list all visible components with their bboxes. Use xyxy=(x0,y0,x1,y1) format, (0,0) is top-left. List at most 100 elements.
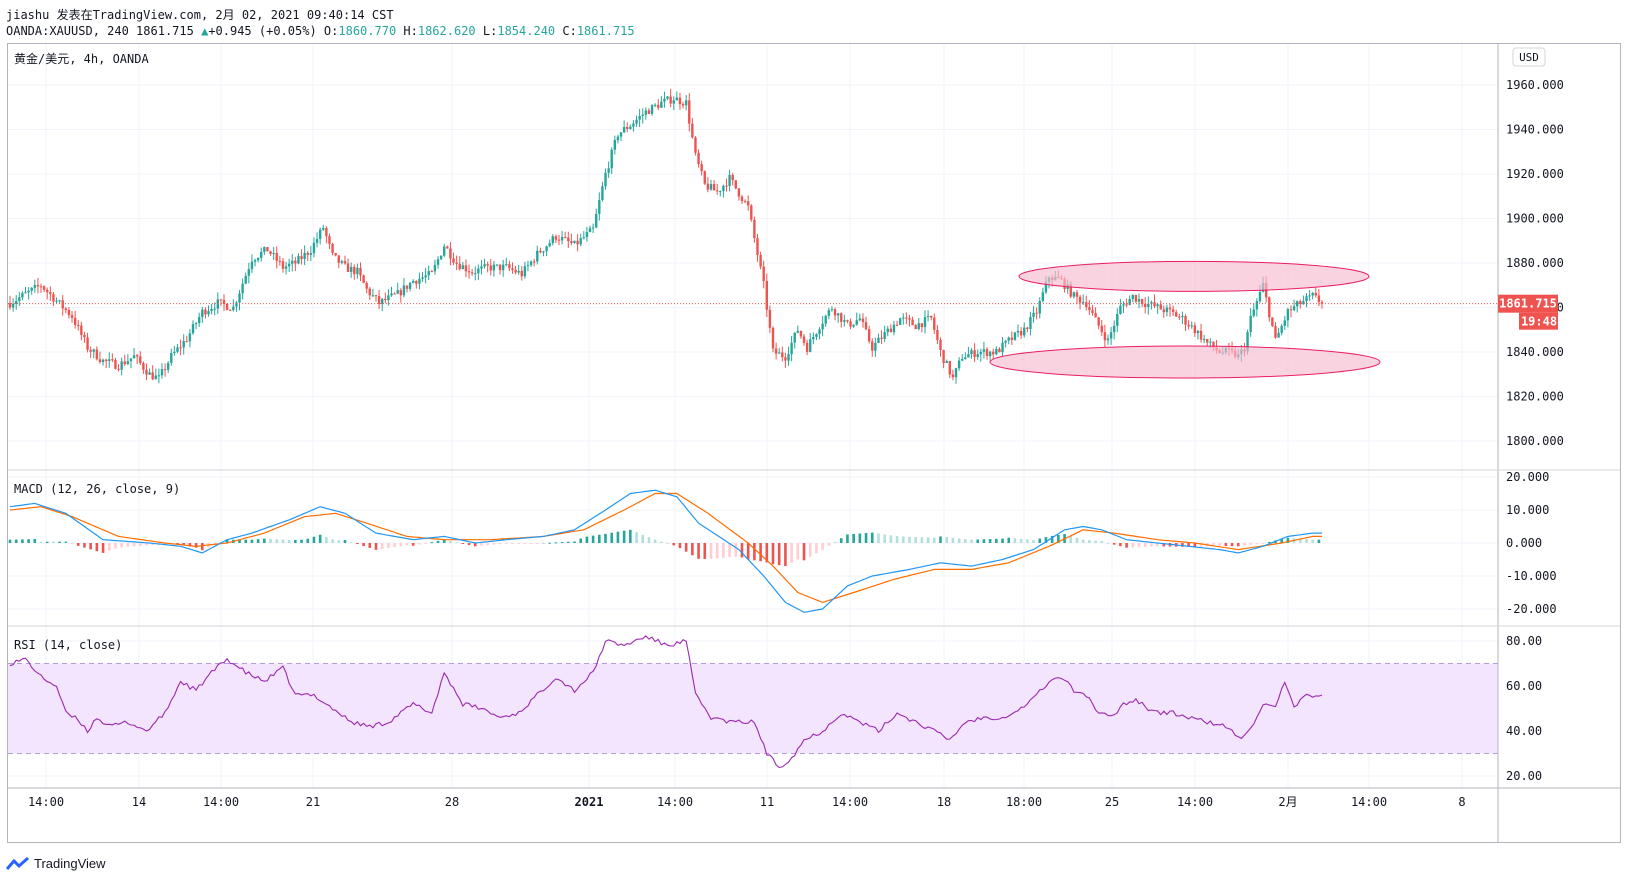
candle-body xyxy=(833,309,837,316)
candle-body xyxy=(753,219,756,239)
macd-histogram-bar xyxy=(325,537,328,543)
candle-body xyxy=(318,229,322,240)
macd-histogram-bar xyxy=(461,543,465,544)
macd-histogram-bar xyxy=(548,542,551,544)
candle-body xyxy=(638,115,641,120)
rsi-axis-tick-label: 20.00 xyxy=(1506,769,1542,783)
candle-body xyxy=(982,349,986,352)
candle-body xyxy=(1212,341,1215,348)
candle-body xyxy=(306,252,309,255)
macd-histogram-bar xyxy=(753,543,756,561)
macd-histogram-bar xyxy=(424,543,427,544)
macd-histogram-bar xyxy=(1075,537,1079,543)
candle-body xyxy=(883,332,886,339)
candle-body xyxy=(1072,292,1076,297)
candle-body xyxy=(539,250,542,253)
candle-body xyxy=(1196,330,1200,334)
macd-histogram-bar xyxy=(1249,543,1252,545)
rsi-axis-tick-label: 40.00 xyxy=(1506,724,1542,738)
open-label: O: xyxy=(323,24,339,38)
candle-body xyxy=(194,323,198,325)
candle-body xyxy=(95,349,99,360)
macd-histogram-bar xyxy=(976,539,980,543)
candle-body xyxy=(1075,292,1079,297)
tradingview-logo-icon xyxy=(6,856,29,870)
candle-body xyxy=(560,237,564,241)
candle-body xyxy=(380,298,384,304)
candle-body xyxy=(793,332,796,343)
macd-histogram-bar xyxy=(846,534,849,543)
candle-body xyxy=(756,238,759,255)
candle-body xyxy=(1029,316,1032,329)
candle-body xyxy=(346,263,350,272)
x-axis-tick-label: 14:00 xyxy=(203,795,239,809)
candle-body xyxy=(626,127,629,130)
candle-body xyxy=(771,327,775,349)
macd-histogram-bar xyxy=(101,543,105,553)
candle-body xyxy=(312,242,316,254)
candle-body xyxy=(979,351,983,355)
candle-body xyxy=(836,313,840,316)
candle-body xyxy=(1286,309,1290,321)
macd-axis-tick-label: 10.000 xyxy=(1506,503,1549,517)
currency-button[interactable] xyxy=(1512,47,1546,67)
candle-body xyxy=(117,368,120,370)
macd-histogram-bar xyxy=(1125,543,1128,548)
macd-histogram-bar xyxy=(641,534,645,543)
candle-body xyxy=(80,325,83,335)
candle-body xyxy=(532,261,536,263)
macd-histogram-bar xyxy=(120,543,123,548)
macd-histogram-bar xyxy=(393,543,396,548)
candle-body xyxy=(750,205,753,220)
candle-body xyxy=(424,275,427,278)
candle-body xyxy=(781,352,784,358)
macd-histogram-bar xyxy=(796,543,800,560)
macd-histogram-bar xyxy=(114,543,117,549)
candle-body xyxy=(1088,307,1091,311)
macd-histogram-bar xyxy=(666,543,669,544)
macd-histogram-bar xyxy=(269,538,272,543)
candle-body xyxy=(759,254,762,267)
price-axis-tick-label: 1840.000 xyxy=(1506,345,1564,359)
candle-body xyxy=(666,96,669,99)
candle-body xyxy=(1131,294,1134,299)
candle-body xyxy=(42,286,46,290)
candle-body xyxy=(225,303,229,310)
candle-body xyxy=(498,264,502,271)
candle-body xyxy=(768,309,772,328)
candle-body xyxy=(1103,332,1107,341)
candle-body xyxy=(678,97,682,105)
macd-histogram-bar xyxy=(405,543,409,546)
candle-body xyxy=(393,293,396,295)
macd-histogram-bar xyxy=(480,543,483,546)
macd-histogram-bar xyxy=(163,543,167,545)
candle-body xyxy=(443,246,446,256)
candle-body xyxy=(647,110,651,114)
tradingview-logo[interactable]: TradingView xyxy=(6,856,106,871)
low-value: 1854.240 xyxy=(497,24,556,38)
candle-body xyxy=(287,263,291,267)
candle-body xyxy=(802,336,806,343)
candle-body xyxy=(480,266,483,269)
candle-body xyxy=(731,174,734,181)
macd-histogram-bar xyxy=(70,543,74,545)
candle-body xyxy=(598,199,601,215)
candle-body xyxy=(663,98,666,102)
candle-body xyxy=(1302,301,1305,305)
candle-body xyxy=(1162,309,1166,313)
candle-body xyxy=(871,341,874,351)
candle-body xyxy=(300,256,303,260)
candle-body xyxy=(433,264,437,272)
macd-histogram-bar xyxy=(870,532,874,543)
macd-histogram-bar xyxy=(76,543,80,546)
candle-body xyxy=(1128,298,1131,305)
candle-body xyxy=(1320,302,1324,304)
macd-histogram-bar xyxy=(45,541,49,543)
rsi-axis-tick-label: 80.00 xyxy=(1506,634,1542,648)
candle-body xyxy=(954,368,958,378)
x-axis-tick-label: 14:00 xyxy=(1177,795,1213,809)
candle-body xyxy=(1190,325,1193,327)
candle-body xyxy=(1150,302,1153,304)
macd-histogram-bar xyxy=(1286,537,1290,543)
